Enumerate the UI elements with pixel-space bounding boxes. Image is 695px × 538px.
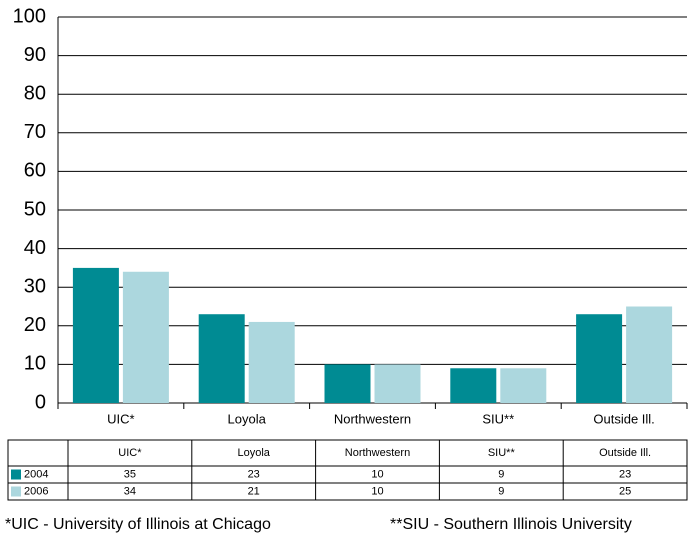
table-value: 10	[371, 485, 383, 497]
footnote: *UIC - University of Illinois at Chicago	[5, 516, 271, 533]
y-tick-label: 50	[24, 198, 46, 220]
table-header: UIC*	[118, 447, 142, 459]
table-value: 35	[124, 468, 136, 480]
bar	[500, 368, 547, 403]
y-tick-label: 30	[24, 275, 46, 297]
bar	[450, 368, 497, 403]
y-tick-label: 20	[24, 314, 46, 336]
table-header: SIU**	[488, 447, 516, 459]
table-value: 10	[371, 468, 383, 480]
bar	[122, 271, 169, 403]
footnote: **SIU - Southern Illinois University	[390, 516, 632, 533]
y-tick-label: 80	[24, 82, 46, 104]
bar	[72, 267, 119, 403]
x-tick-label: Loyola	[228, 411, 267, 426]
legend-label: 2004	[24, 468, 48, 480]
table-header: Outside Ill.	[599, 447, 651, 459]
y-tick-label: 40	[24, 237, 46, 259]
legend-swatch	[11, 486, 21, 497]
y-tick-label: 70	[24, 121, 46, 143]
table-header: Northwestern	[345, 447, 410, 459]
table-value: 9	[498, 485, 504, 497]
y-tick-label: 0	[35, 391, 46, 413]
bar	[576, 314, 623, 403]
legend-label: 2006	[24, 485, 48, 497]
y-tick-label: 10	[24, 353, 46, 375]
table-header: Loyola	[237, 447, 270, 459]
table-value: 34	[124, 485, 136, 497]
table-value: 25	[619, 485, 631, 497]
y-tick-label: 60	[24, 160, 46, 182]
bar	[626, 306, 673, 403]
y-tick-label: 90	[24, 44, 46, 66]
bar	[248, 321, 295, 403]
bar	[374, 364, 421, 403]
table-value: 21	[248, 485, 260, 497]
legend-swatch	[11, 469, 21, 480]
y-tick-label: 100	[13, 5, 46, 27]
x-tick-label: SIU**	[482, 411, 514, 426]
table-value: 9	[498, 468, 504, 480]
table-value: 23	[619, 468, 631, 480]
x-tick-label: Outside Ill.	[593, 411, 654, 426]
x-tick-label: UIC*	[107, 411, 134, 426]
bar	[324, 364, 371, 403]
bar	[198, 314, 245, 403]
table-value: 23	[248, 468, 260, 480]
data-table	[7, 439, 688, 501]
x-tick-label: Northwestern	[334, 411, 411, 426]
